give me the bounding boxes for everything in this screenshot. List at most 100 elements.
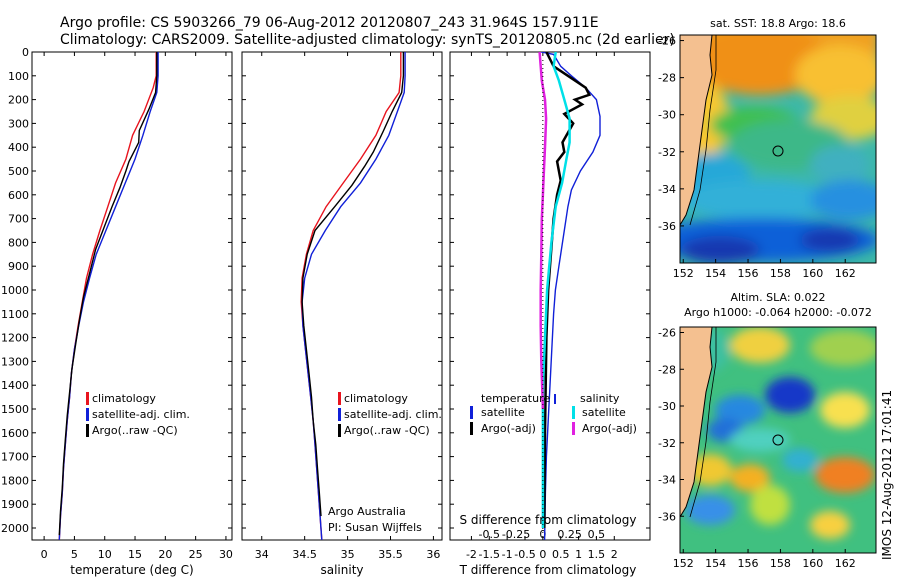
depth-tick-label: 300 xyxy=(8,117,29,130)
series-line-t-argo-adj- xyxy=(543,52,592,529)
map-lon-label: 152 xyxy=(673,557,694,570)
title-line-1: Argo profile: CS 5903266_79 06-Aug-2012 … xyxy=(60,15,599,31)
depth-tick-label: 900 xyxy=(8,260,29,273)
temperature-xlabel: temperature (deg C) xyxy=(70,563,193,577)
x-tick-label: -0.5 xyxy=(514,548,535,561)
legend-swatch-s-argo xyxy=(572,422,575,435)
s-tick-label: -0.25 xyxy=(502,528,530,541)
salinity-legend: climatology satellite-adj. clim. Argo(..… xyxy=(338,392,442,437)
depth-tick-label: 0 xyxy=(22,46,29,59)
difference-panel xyxy=(449,51,651,541)
x-tick-label: 1 xyxy=(575,548,582,561)
legend-swatch-climatology xyxy=(338,392,341,405)
map-lon-label: 158 xyxy=(770,557,791,570)
map-lon-label: 154 xyxy=(705,267,726,280)
map-lon-label: 154 xyxy=(705,557,726,570)
x-tick-label: -1.5 xyxy=(479,548,500,561)
depth-tick-label: 1900 xyxy=(1,498,29,511)
legend-swatch-t-satellite xyxy=(470,406,473,419)
x-tick-label: 15 xyxy=(128,548,142,561)
series-line-satellite-adj-clim- xyxy=(58,52,159,540)
difference-series xyxy=(538,52,601,540)
series-line-argo-raw-qc- xyxy=(301,52,405,517)
x-axes: 0 5 10 15 20 25 30 34 34.5 35 35.5 36 -2 -1.5 -1 -0.5 0 0… xyxy=(41,52,618,561)
depth-tick-label: 1600 xyxy=(1,427,29,440)
depth-axis: 0 100 200 300 400 500 600 700 800 900 1000 1100 1200… xyxy=(1,46,650,535)
map-lat-label: -34 xyxy=(658,474,676,487)
sla-map-frame xyxy=(679,326,877,554)
legend-label-t-argo: Argo(-adj) xyxy=(481,422,536,435)
x-tick-label: 10 xyxy=(98,548,112,561)
depth-tick-label: 400 xyxy=(8,141,29,154)
legend-label-climatology: climatology xyxy=(92,392,156,405)
depth-tick-label: 600 xyxy=(8,189,29,202)
legend-label-argo: Argo(..raw -QC) xyxy=(344,424,430,437)
x-tick-label: 35.5 xyxy=(378,548,403,561)
map-lat-label: -32 xyxy=(658,146,676,159)
x-tick-label: 34.5 xyxy=(292,548,317,561)
x-tick-label: 2 xyxy=(611,548,618,561)
depth-tick-label: 200 xyxy=(8,94,29,107)
map-lon-label: 158 xyxy=(770,267,791,280)
x-tick-label: 0 xyxy=(41,548,48,561)
map-lon-label: 156 xyxy=(738,267,759,280)
map-lat-label: -28 xyxy=(658,363,676,376)
salinity-series xyxy=(300,52,406,540)
depth-tick-label: 1500 xyxy=(1,403,29,416)
x-tick-label: 25 xyxy=(189,548,203,561)
salinity-xlabel: salinity xyxy=(320,563,363,577)
difference-xlabel: T difference from climatology xyxy=(459,563,637,577)
legend-label-climatology: climatology xyxy=(344,392,408,405)
sla-map-title-2: Argo h1000: -0.064 h2000: -0.072 xyxy=(684,306,872,319)
map-lat-label: -26 xyxy=(658,35,676,48)
s-tick-label: 0 xyxy=(539,528,546,541)
legend-label-satellite: satellite-adj. clim. xyxy=(92,408,190,421)
map-lat-label: -36 xyxy=(658,220,676,233)
depth-tick-label: 1400 xyxy=(1,379,29,392)
s-tick-label: 0.25 xyxy=(557,528,582,541)
sla-map-axes: -26 -28 -30 -32 -34 -36 152 154 156 158 160 162 xyxy=(658,327,856,570)
series-line-argo-raw-qc- xyxy=(58,52,158,536)
legend-title-temperature: temperature xyxy=(481,392,550,405)
sst-map xyxy=(680,35,876,263)
legend-swatch-climatology xyxy=(86,392,89,405)
depth-tick-label: 700 xyxy=(8,213,29,226)
sst-map-axes: -26 -28 -30 -32 -34 -36 152 154 156 158 160 162 xyxy=(658,35,856,280)
legend-swatch-t-argo xyxy=(470,422,473,435)
depth-tick-label: 1700 xyxy=(1,451,29,464)
difference-legend: temperature salinity satellite Argo(-adj… xyxy=(470,392,637,435)
map-lon-label: 152 xyxy=(673,267,694,280)
sla-map xyxy=(680,327,876,553)
legend-label-satellite: satellite-adj. clim. xyxy=(344,408,442,421)
depth-tick-label: 1200 xyxy=(1,332,29,345)
credit-line-1: Argo Australia xyxy=(328,505,406,518)
argo-position-marker xyxy=(772,145,784,157)
temperature-series xyxy=(58,52,159,540)
s-tick-label: 0.5 xyxy=(588,528,606,541)
map-lat-label: -34 xyxy=(658,183,676,196)
x-tick-label: 5 xyxy=(71,548,78,561)
map-lat-label: -36 xyxy=(658,510,676,523)
sst-map-title: sat. SST: 18.8 Argo: 18.6 xyxy=(710,17,846,30)
map-lat-label: -32 xyxy=(658,437,676,450)
x-tick-label: 1.5 xyxy=(588,548,606,561)
x-tick-label: -2 xyxy=(466,548,477,561)
map-lat-label: -30 xyxy=(658,109,676,122)
map-lon-label: 162 xyxy=(835,557,856,570)
legend-label-s-argo: Argo(-adj) xyxy=(582,422,637,435)
legend-swatch-argo xyxy=(338,424,341,437)
depth-tick-label: 800 xyxy=(8,236,29,249)
legend-title-salinity: salinity xyxy=(580,392,620,405)
depth-tick-label: 1000 xyxy=(1,284,29,297)
map-lat-label: -30 xyxy=(658,400,676,413)
series-line-satellite-adj-clim- xyxy=(301,52,406,540)
legend-swatch-satellite xyxy=(86,408,89,421)
argo-position-marker xyxy=(772,434,784,446)
legend-label-t-satellite: satellite xyxy=(481,406,525,419)
depth-tick-label: 100 xyxy=(8,70,29,83)
depth-tick-label: 2000 xyxy=(1,522,29,535)
x-tick-label: 0 xyxy=(539,548,546,561)
x-tick-label: 34 xyxy=(255,548,269,561)
x-tick-label: 0.5 xyxy=(552,548,570,561)
